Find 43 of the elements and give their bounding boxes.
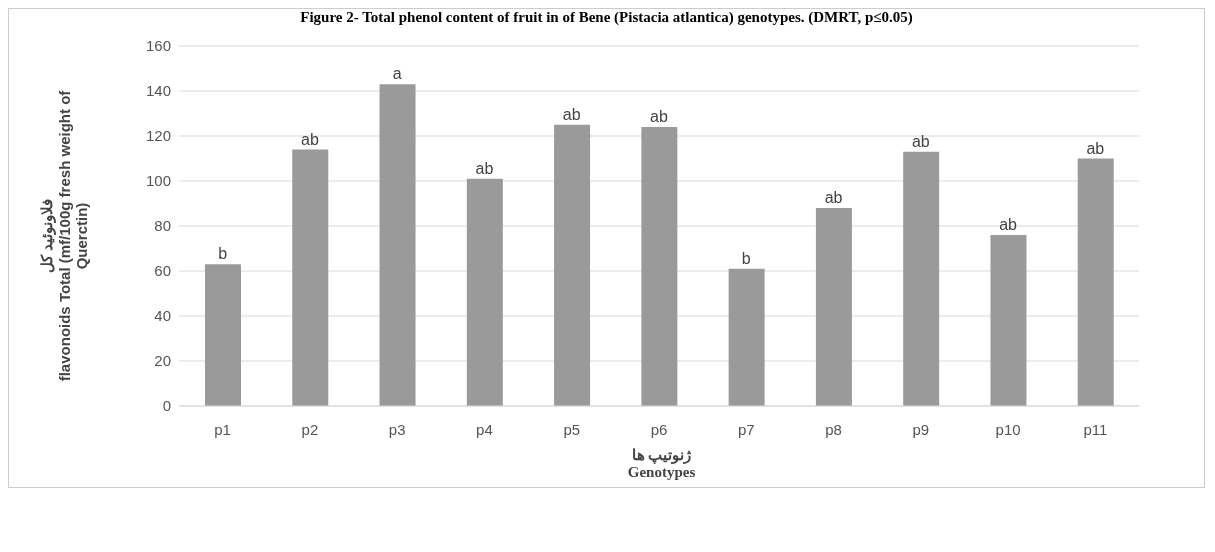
bar — [641, 127, 678, 406]
bar — [903, 151, 940, 406]
x-tick-label: p8 — [825, 420, 842, 438]
annotation: ab — [1086, 139, 1105, 157]
bar — [815, 208, 852, 406]
x-tick-label: p3 — [388, 420, 406, 438]
y-tick-label: 60 — [154, 262, 171, 280]
x-tick-label: p1 — [214, 420, 231, 438]
bar — [990, 235, 1027, 406]
y-tick-label: 20 — [154, 352, 171, 370]
annotation: ab — [301, 130, 319, 148]
annotation: ab — [475, 159, 494, 177]
y-tick-label: 120 — [145, 127, 171, 145]
bar — [728, 268, 765, 406]
y-tick-label: 40 — [154, 307, 171, 325]
annotation: ab — [650, 108, 668, 125]
x-tick-label: p5 — [563, 420, 581, 438]
x-tick-label: p2 — [301, 420, 319, 438]
y-tick-label: 160 — [145, 37, 171, 55]
bar — [554, 124, 591, 406]
x-tick-label: p9 — [912, 420, 930, 438]
bar — [205, 264, 241, 406]
bar — [292, 149, 329, 406]
annotation: ab — [824, 189, 843, 206]
annotation: ab — [999, 216, 1018, 233]
annotation: b — [218, 245, 228, 263]
annotation: ab — [911, 132, 930, 150]
y-tick-label: 100 — [145, 172, 171, 190]
annotation: ab — [562, 105, 581, 123]
y-tick-label: 80 — [154, 217, 171, 235]
x-tick-label: p7 — [737, 420, 755, 438]
bar — [466, 178, 503, 406]
y-tick-label: 0 — [162, 397, 171, 415]
x-tick-label: p11 — [1083, 420, 1108, 438]
annotation: a — [392, 65, 402, 83]
x-tick-label: p6 — [650, 420, 668, 438]
bar — [379, 84, 416, 406]
x-tick-label: p4 — [476, 420, 493, 438]
bar — [1077, 158, 1114, 406]
y-tick-label: 140 — [145, 82, 171, 100]
chart-title: Figure 2- Total phenol content of fruit in of Bene (Pistacia atlantica) genotypes. (DMRT, p≤0.05) — [299, 9, 914, 26]
annotation: b — [741, 249, 751, 267]
x-tick-label: p10 — [995, 420, 1021, 438]
